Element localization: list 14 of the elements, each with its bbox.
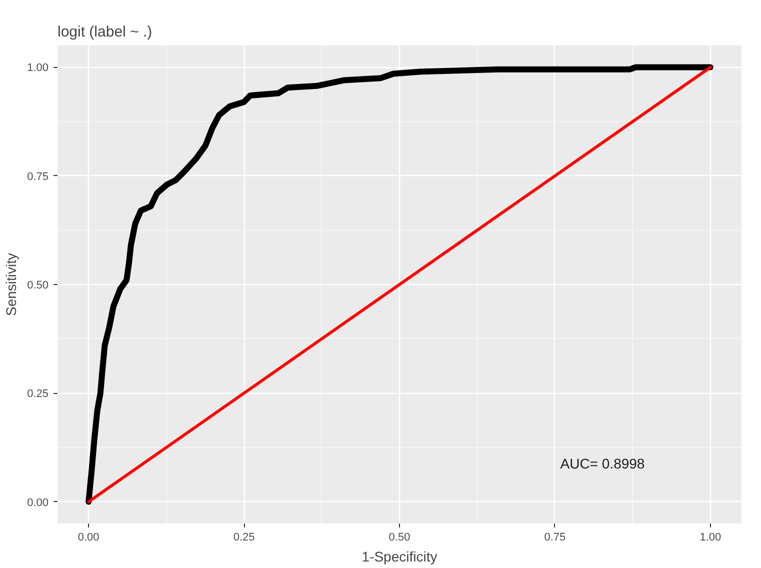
x-tick-label: 0.25 (233, 532, 255, 544)
x-tick-label: 0.00 (78, 532, 100, 544)
y-tick-label: 0.00 (27, 496, 49, 509)
y-tick-label: 1.00 (27, 62, 49, 74)
x-tick-label: 0.75 (544, 532, 566, 544)
y-tick-label: 0.50 (27, 280, 49, 292)
y-axis-title: Sensitivity (3, 252, 20, 316)
chart-title: logit (label ~ .) (58, 24, 152, 40)
y-tick-label: 0.25 (27, 388, 49, 400)
annotation: AUC= 0.8998 (560, 456, 645, 472)
x-tick-label: 1.00 (700, 532, 722, 544)
x-tick-label: 0.50 (388, 532, 410, 544)
y-tick-label: 0.75 (27, 170, 49, 183)
x-axis-title: 1-Specificity (362, 548, 438, 564)
